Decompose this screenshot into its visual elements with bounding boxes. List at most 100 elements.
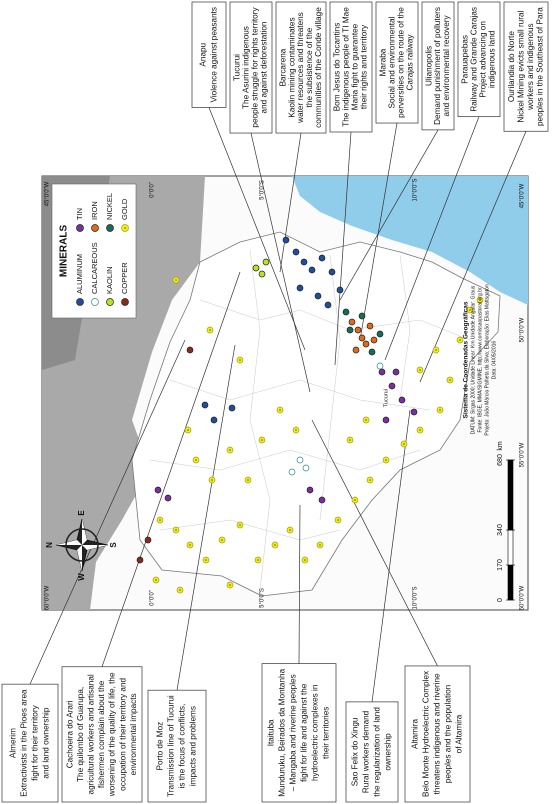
- leader-line: [419, 131, 527, 383]
- lon-label: 60°0'0"W: [520, 585, 526, 610]
- compass-letter: W: [77, 573, 86, 581]
- box-frame: [404, 665, 471, 803]
- box-line: Extractivists in the Pioes area: [20, 689, 29, 797]
- gold-center: [209, 329, 211, 331]
- mineral-dot: [76, 298, 84, 306]
- box-title: Porto de Moz: [156, 722, 165, 771]
- leader-line: [279, 132, 302, 273]
- gold-center: [187, 429, 189, 431]
- gold-center: [221, 539, 223, 541]
- box-title: Anapu: [199, 42, 208, 66]
- annotation-box: Barcarena Kaolin mining contaminates water…: [275, 1, 327, 134]
- box-line: Project advancing on: [479, 21, 488, 98]
- mineral-dot: [388, 382, 396, 390]
- mineral-dot: [136, 556, 144, 564]
- credit-line: Fonte: IBGE, MMA/SIGMINE, http://www.com…: [477, 287, 483, 432]
- credit-line: Projeto: João Márcio Palheta da Silva; E…: [484, 284, 490, 435]
- box-line: Munduruku, Beirados da Montanha: [278, 668, 287, 796]
- legend-label: NICKEL: [105, 193, 114, 220]
- gold-center: [435, 349, 437, 351]
- box-line: of Altamira: [455, 714, 464, 753]
- annotation-box: Ourilandia do Norte Nickel Mining evicts …: [503, 1, 549, 132]
- box-line: peoples and the population: [444, 684, 453, 783]
- scale-bar: 0 170 340 680 km: [497, 441, 515, 602]
- mineral-dot: [328, 268, 336, 276]
- mineral-dot: [370, 336, 378, 344]
- legend-label: ALUMINUM: [75, 254, 84, 294]
- gold-center: [439, 409, 441, 411]
- boundary: [319, 254, 341, 521]
- box-frame: [229, 1, 273, 134]
- leader-line: [339, 129, 439, 301]
- box-frame: [191, 1, 227, 108]
- gold-center: [189, 544, 191, 546]
- box-frame: [503, 1, 549, 132]
- box-frame: [147, 689, 207, 803]
- box-line: and land ownership: [42, 707, 51, 778]
- gold-center: [124, 227, 126, 229]
- mineral-dot: [314, 292, 322, 300]
- box-frame: [457, 1, 501, 118]
- mineral-dot: [318, 496, 326, 504]
- legend-label: COPPER: [120, 262, 129, 294]
- mineral-dot: [296, 284, 304, 292]
- legend-label: IRON: [90, 201, 99, 220]
- credit-line: Sistema de Coordenadas Geográficas: [463, 301, 470, 418]
- box-title: Tucurui: [233, 54, 242, 81]
- gold-center: [469, 309, 471, 311]
- mineral-dot: [392, 368, 400, 376]
- mineral-dot: [296, 456, 304, 464]
- compass-letter: S: [109, 542, 118, 548]
- lat-label: 5°0'0"S: [260, 588, 266, 608]
- scale-segment: [507, 564, 514, 601]
- lat-label: 0°0'0": [150, 182, 156, 198]
- gold-center: [337, 519, 339, 521]
- box-line: Nickel Mining evicts small rural: [516, 10, 525, 122]
- credit-line: DATUM: Sirgas 2000; Unidade Linear: Km U…: [470, 285, 476, 434]
- gold-center: [295, 429, 297, 431]
- mineral-dot: [258, 270, 266, 278]
- box-line: impacts and problems: [189, 706, 198, 786]
- mineral-dot: [308, 266, 316, 274]
- mineral-dot: [292, 248, 300, 256]
- scale-unit: km: [497, 441, 504, 451]
- boundary: [149, 449, 421, 471]
- box-title: Parauapebas: [461, 35, 470, 84]
- mineral-dot: [354, 326, 362, 334]
- mineral-dot: [288, 468, 296, 476]
- gold-center: [369, 479, 371, 481]
- scale-label: 170: [497, 559, 504, 571]
- mineral-dot: [376, 362, 384, 370]
- box-text: Parauapebas Railway and Grande Carajas Pro…: [461, 7, 497, 112]
- box-title: Ulianopolis: [425, 46, 434, 86]
- box-line: their territories: [322, 707, 331, 759]
- box-text: Bom Jesus do Tocantins The indigenous peo…: [333, 7, 369, 127]
- leader-line: [101, 271, 241, 667]
- mineral-dot: [300, 258, 308, 266]
- gold-center: [175, 279, 177, 281]
- boundary: [199, 299, 471, 341]
- mineral-dot: [144, 536, 152, 544]
- box-line: is the focus of conflicts,: [178, 704, 187, 789]
- mineral-dot: [164, 494, 172, 502]
- boundary: [399, 254, 411, 401]
- box-line: indigenous land: [488, 30, 497, 88]
- compass-highlight: [77, 545, 82, 571]
- gold-center: [239, 359, 241, 361]
- gold-center: [479, 299, 481, 301]
- box-text: Anapu Violence against peasants: [199, 7, 219, 102]
- gold-center: [175, 529, 177, 531]
- mineral-dot: [186, 346, 194, 354]
- box-line: the subsistence of the: [305, 27, 314, 107]
- gold-center: [229, 449, 231, 451]
- legend: MINERALS ALUMINUM CALCAREOUS KAOLIN COPPER TI…: [51, 183, 137, 319]
- box-line: peoples in the Southeast of Para: [535, 7, 544, 126]
- lat-label: 0°0'0": [150, 590, 156, 606]
- mineral-dot: [358, 334, 366, 342]
- mineral-dot: [106, 298, 114, 306]
- box-title: Almerim: [9, 728, 18, 758]
- box-line: Demand punishment of polluters: [433, 7, 442, 125]
- annotation-box: Parauapebas Railway and Grande Carajas Pro…: [457, 1, 501, 118]
- legend-label: TIN: [75, 208, 84, 220]
